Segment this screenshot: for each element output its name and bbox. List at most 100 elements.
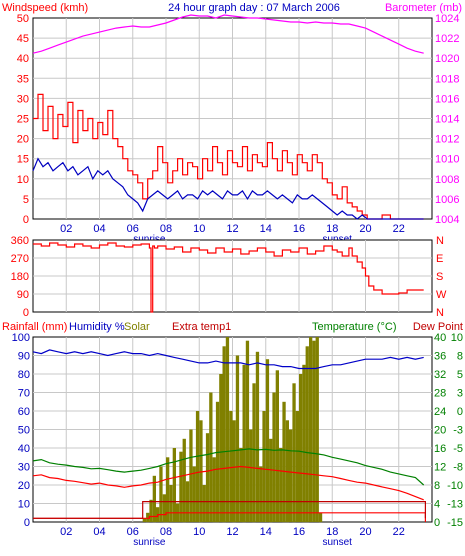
panel3-xtick-label: 14 xyxy=(260,526,272,538)
panel2-compass-label: N xyxy=(436,235,444,247)
solar-bar xyxy=(212,457,216,523)
solar-bar xyxy=(146,512,150,523)
panel3-xtick-label: 06 xyxy=(127,526,139,538)
panel1-right-tick-label: 1022 xyxy=(435,33,459,45)
panel1-xtick-label: 18 xyxy=(326,223,338,235)
solar-bar xyxy=(225,337,230,522)
barometer-axis-title: Barometer (mb) xyxy=(385,2,462,14)
panel1-left-tick-label: 5 xyxy=(23,194,29,206)
solar-bar xyxy=(235,355,240,522)
panel3-xtick-label: 16 xyxy=(293,526,305,538)
panel3-temp-tick-label: 24 xyxy=(434,406,446,418)
panel3-left-tick-label: 90 xyxy=(18,351,30,363)
solar-bar xyxy=(279,448,283,522)
solar-bar xyxy=(189,429,193,522)
panel2-left-tick-label: 90 xyxy=(17,289,29,301)
solar-bar xyxy=(305,346,309,523)
panel3-temp-tick-label: 12 xyxy=(434,462,446,474)
panel1-xtick-label: 22 xyxy=(393,223,405,235)
panel3-temp-tick-label: 0 xyxy=(434,517,440,529)
panel3-temp-tick-label: 16 xyxy=(434,443,446,455)
solar-bar xyxy=(295,411,299,522)
panel3-left-tick-label: 0 xyxy=(24,517,30,529)
humidity-series xyxy=(32,349,424,370)
solar-bar xyxy=(202,485,206,522)
baro-series xyxy=(32,14,424,54)
panel1-right-tick-label: 1020 xyxy=(435,53,459,65)
solar-bar xyxy=(169,485,173,522)
legend-temperature: Temperature (°C) xyxy=(312,321,396,333)
panel1-right-tick-label: 1012 xyxy=(435,134,459,146)
panel1-right-tick-label: 1006 xyxy=(435,194,459,206)
panel3-right-tick-label: -15 xyxy=(447,517,463,529)
solar-bar xyxy=(192,466,196,522)
solar-bar xyxy=(142,518,146,522)
solar-bar xyxy=(149,499,153,522)
panel3-xtick-label: 02 xyxy=(60,526,72,538)
solar-bar xyxy=(289,429,293,522)
solar-bar xyxy=(259,466,263,522)
solar-bar xyxy=(232,420,236,523)
solar-bar xyxy=(299,374,303,522)
solar-bar xyxy=(219,374,223,522)
solar-bar xyxy=(262,411,266,522)
panel3-xtick-label: 12 xyxy=(226,526,238,538)
legend-rainfall: Rainfall (mm) xyxy=(2,321,67,333)
solar-bar xyxy=(252,383,256,523)
panel3-xtick-label: 22 xyxy=(393,526,405,538)
panel3-temp-tick-label: 4 xyxy=(434,499,440,511)
solar-bar xyxy=(239,448,243,522)
gust-series xyxy=(33,93,424,220)
panel1-xtick-label: 10 xyxy=(193,223,205,235)
panel3-right-tick-label: -3 xyxy=(453,425,463,437)
solar-bar xyxy=(205,433,210,522)
solar-bar xyxy=(265,359,270,522)
panel1-xtick-label: 14 xyxy=(260,223,272,235)
panel1-xtick-label: 02 xyxy=(60,223,72,235)
solar-bar xyxy=(215,401,220,523)
panel1-left-tick-label: 40 xyxy=(17,53,29,65)
panel1-right-tick-label: 1016 xyxy=(435,93,459,105)
panel3-xtick-label: 18 xyxy=(326,526,338,538)
legend-solar: Solar xyxy=(124,321,150,333)
panel1-left-tick-label: 20 xyxy=(17,134,29,146)
panel1-left-tick-label: 50 xyxy=(17,13,29,25)
panel3-left-tick-label: 20 xyxy=(18,480,30,492)
panel3-temp-tick-label: 40 xyxy=(434,332,446,344)
solar-bar xyxy=(302,364,306,523)
chart-title: 24 hour graph day : 07 March 2006 xyxy=(168,2,340,14)
solar-bar xyxy=(282,401,286,523)
dew-series xyxy=(32,465,424,501)
solar-bar xyxy=(255,351,260,522)
panel3-right-tick-label: 8 xyxy=(457,351,463,363)
solar-bar xyxy=(179,451,183,522)
panel3-right-tick-label: -5 xyxy=(453,443,463,455)
solar-bar xyxy=(152,475,156,523)
legend-extra-temp: Extra temp1 xyxy=(172,321,231,333)
solar-bar xyxy=(199,420,203,523)
panel2-compass-label: W xyxy=(436,289,447,301)
panel1-xtick-label: 12 xyxy=(226,223,238,235)
solar-bar xyxy=(292,383,296,523)
panel3-xtick-label: 10 xyxy=(193,526,205,538)
windspeed-axis-title: Windspeed (kmh) xyxy=(2,2,88,14)
panel3-left-tick-label: 70 xyxy=(18,388,30,400)
solar-bar xyxy=(222,346,226,523)
solar-bar xyxy=(229,411,233,522)
panel1-left-tick-label: 0 xyxy=(23,214,29,226)
solar-bar xyxy=(272,392,276,522)
panel1-xtick-label: 08 xyxy=(160,223,172,235)
panel3-right-tick-label: 10 xyxy=(451,332,463,344)
panel3-right-tick-label: -8 xyxy=(453,462,463,474)
legend-dew-point: Dew Point xyxy=(413,321,463,333)
wind-barometer-panel: 0510152025303540455010041006100810101012… xyxy=(17,13,460,245)
solar-bar xyxy=(166,457,170,523)
panel1-left-tick-label: 45 xyxy=(17,33,29,45)
panel2-left-tick-label: 180 xyxy=(11,271,29,283)
wind-direction-series xyxy=(33,242,424,313)
panel1-left-tick-label: 35 xyxy=(17,73,29,85)
panel3-right-tick-label: -10 xyxy=(447,480,463,492)
panel3-left-tick-label: 80 xyxy=(18,369,30,381)
